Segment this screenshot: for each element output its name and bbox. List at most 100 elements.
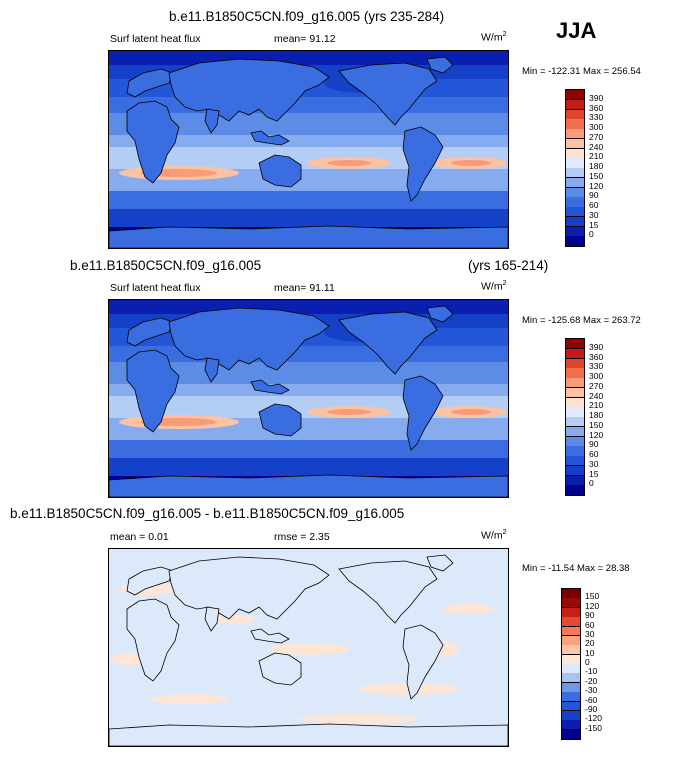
continent-outline [168, 307, 330, 371]
field-high-core [327, 409, 371, 415]
colorbar-tick-label: 180 [589, 161, 604, 171]
continent-outline [126, 100, 180, 184]
colorbar-tick-label: 390 [589, 92, 604, 103]
colorbar-segment [566, 138, 584, 149]
panel-3-title: b.e11.B1850C5CN.f09_g16.005 - b.e11.B185… [10, 506, 405, 521]
field-anomaly [444, 604, 494, 614]
colorbar-tick-label: 300 [589, 122, 604, 132]
colorbar-segment [566, 378, 584, 389]
colorbar-segment [566, 475, 584, 486]
colorbar-tick-label: 270 [589, 131, 604, 142]
colorbar-tick-label: 210 [589, 400, 604, 411]
continent-outline [250, 628, 290, 644]
panel-1-colorbar [565, 89, 585, 247]
colorbar-tick-label: 90 [589, 190, 599, 201]
colorbar-segment [566, 226, 584, 237]
field-band [109, 51, 508, 65]
colorbar-segment [566, 158, 584, 169]
colorbar-segment [566, 148, 584, 159]
colorbar-tick-label: -10 [585, 666, 598, 677]
continent-outline [250, 130, 290, 146]
colorbar-segment [566, 168, 584, 179]
continent-outline [258, 403, 302, 437]
colorbar-segment [566, 407, 584, 418]
colorbar-tick-label: 360 [589, 351, 604, 362]
colorbar-tick-label: 330 [589, 112, 604, 123]
field-band [109, 458, 508, 476]
panel-2-field [109, 300, 508, 497]
colorbar-segment [566, 397, 584, 408]
colorbar-tick-label: 120 [585, 600, 600, 611]
colorbar-tick-label: 15 [589, 219, 599, 230]
colorbar-segment [566, 119, 584, 130]
colorbar-tick-label: -120 [585, 713, 603, 724]
panel-1-units: W/m2 [481, 31, 507, 44]
colorbar-tick-label: 120 [589, 180, 604, 191]
colorbar-tick-label: 240 [589, 390, 604, 401]
colorbar-tick-label: 10 [585, 647, 595, 658]
panel-2-units: W/m2 [481, 280, 507, 293]
panel-1-field [109, 51, 508, 248]
colorbar-tick-label: 210 [589, 151, 604, 162]
continent-outline [109, 723, 508, 746]
panel-2-mean: mean= 91.11 [274, 282, 335, 294]
panel-3-minmax: Min = -11.54 Max = 28.38 [522, 563, 630, 574]
panel-2-map [108, 299, 509, 498]
colorbar-segment [566, 368, 584, 379]
colorbar-tick-label: 0 [585, 657, 590, 667]
colorbar-segment [566, 197, 584, 208]
continent-outline [402, 375, 444, 451]
continent-outline [126, 317, 174, 347]
field-band [109, 191, 508, 209]
colorbar-tick-label: 180 [589, 410, 604, 420]
panel-2-minmax: Min = -125.68 Max = 263.72 [522, 315, 641, 326]
colorbar-segment [566, 417, 584, 428]
colorbar-segment [566, 485, 584, 496]
continent-outline [126, 566, 174, 596]
colorbar-tick-label: 0 [589, 229, 594, 240]
colorbar-segment [566, 465, 584, 476]
panel-1-title: b.e11.B1850C5CN.f09_g16.005 (yrs 235-284… [169, 9, 445, 24]
colorbar-tick-label: 30 [585, 628, 595, 639]
panel-1-minmax: Min = -122.31 Max = 256.54 [522, 66, 641, 77]
panel-3-colorbar [561, 588, 581, 740]
season-label: JJA [556, 18, 597, 43]
continent-outline [338, 62, 438, 126]
colorbar-tick-label: 390 [589, 341, 604, 352]
colorbar-tick-label: 30 [589, 209, 599, 220]
field-high-core [451, 160, 491, 166]
field-anomaly [299, 714, 419, 724]
continent-outline [338, 311, 438, 375]
panel-2-variable-label: Surf latent heat flux [110, 282, 201, 294]
colorbar-segment [566, 236, 584, 247]
colorbar-tick-label: 270 [589, 380, 604, 391]
colorbar-tick-label: 15 [589, 468, 599, 479]
continent-outline [126, 349, 180, 433]
field-anomaly [269, 643, 349, 655]
colorbar-segment [566, 99, 584, 110]
continent-outline [109, 474, 508, 497]
field-band [109, 209, 508, 227]
panel-3-mean: mean = 0.01 [110, 531, 169, 543]
colorbar-tick-label: -150 [585, 722, 603, 733]
continent-outline [426, 56, 454, 74]
continent-outline [126, 68, 174, 98]
continent-outline [204, 606, 220, 632]
colorbar-segment [562, 729, 580, 740]
continent-outline [204, 357, 220, 383]
continent-outline [402, 126, 444, 202]
continent-outline [426, 305, 454, 323]
colorbar-segment [566, 109, 584, 120]
colorbar-segment [566, 216, 584, 227]
continent-outline [109, 225, 508, 248]
colorbar-tick-label: -60 [585, 694, 598, 705]
colorbar-tick-label: 60 [589, 449, 599, 459]
continent-outline [250, 379, 290, 395]
field-band [109, 440, 508, 458]
panel-3-rmse: rmse = 2.35 [274, 531, 330, 543]
field-band [109, 300, 508, 314]
field-band [109, 346, 508, 362]
panel-3-map [108, 548, 509, 747]
colorbar-segment [566, 358, 584, 369]
colorbar-tick-label: -20 [585, 675, 598, 686]
